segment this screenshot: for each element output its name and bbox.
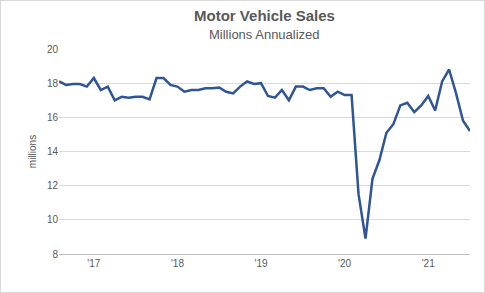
- svg-text:12: 12: [47, 180, 59, 191]
- svg-text:millions: millions: [27, 135, 38, 168]
- svg-text:'17: '17: [87, 258, 100, 269]
- svg-text:20: 20: [47, 44, 59, 55]
- svg-text:18: 18: [47, 78, 59, 89]
- svg-text:'21: '21: [422, 258, 435, 269]
- svg-text:16: 16: [47, 112, 59, 123]
- svg-text:'18: '18: [171, 258, 184, 269]
- svg-text:Millions Annualized: Millions Annualized: [209, 27, 320, 42]
- svg-text:'19: '19: [254, 258, 267, 269]
- svg-text:8: 8: [52, 249, 58, 260]
- svg-text:10: 10: [47, 214, 59, 225]
- svg-text:14: 14: [47, 146, 59, 157]
- svg-text:Motor Vehicle Sales: Motor Vehicle Sales: [194, 7, 335, 24]
- svg-text:'20: '20: [338, 258, 351, 269]
